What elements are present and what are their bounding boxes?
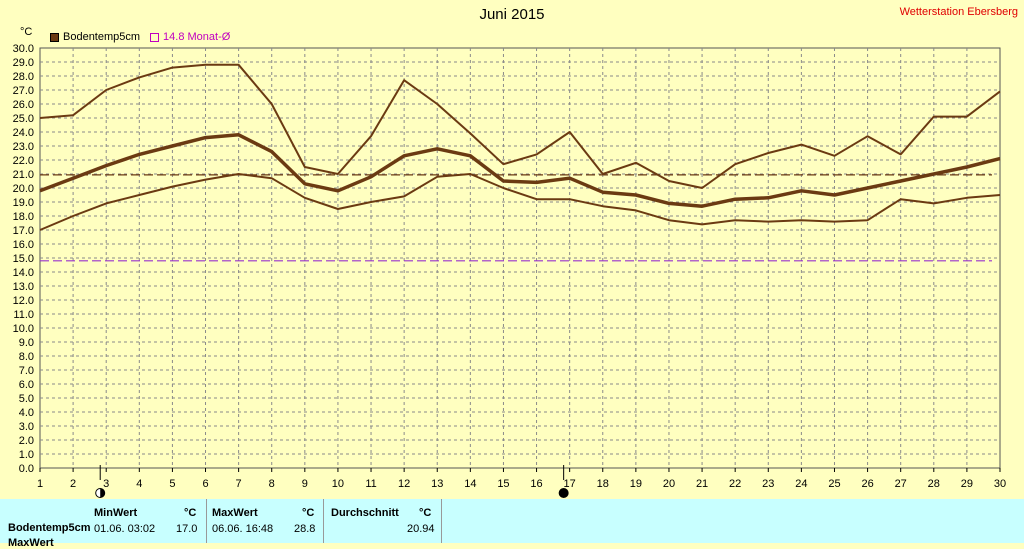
min-column: MinWert °C 01.06. 03:02 17.0 bbox=[88, 499, 207, 543]
y-tick-label: 13.0 bbox=[13, 281, 34, 293]
max-column: MaxWert °C 06.06. 16:48 28.8 bbox=[206, 499, 324, 543]
y-tick-label: 21.0 bbox=[13, 169, 34, 181]
station-name: Wetterstation Ebersberg bbox=[899, 6, 1018, 18]
y-tick-label: 0.0 bbox=[19, 463, 34, 475]
x-tick-label: 2 bbox=[70, 478, 76, 490]
x-tick-label: 22 bbox=[729, 478, 741, 490]
y-tick-label: 6.0 bbox=[19, 379, 34, 391]
series-lines bbox=[39, 63, 1001, 231]
y-tick-label: 24.0 bbox=[13, 127, 34, 139]
y-tick-label: 19.0 bbox=[13, 197, 34, 209]
y-tick-label: 25.0 bbox=[13, 113, 34, 125]
chart-legend: Bodentemp5cm 14.8 Monat-Ø bbox=[50, 31, 230, 43]
moon-markers bbox=[95, 465, 569, 498]
y-tick-label: 4.0 bbox=[19, 407, 34, 419]
y-tick-label: 26.0 bbox=[13, 99, 34, 111]
y-tick-label: 5.0 bbox=[19, 393, 34, 405]
legend-label-monat-avg: 14.8 Monat-Ø bbox=[163, 31, 231, 43]
legend-label-bodentemp: Bodentemp5cm bbox=[63, 31, 141, 43]
x-tick-label: 26 bbox=[861, 478, 873, 490]
x-tick-label: 14 bbox=[464, 478, 476, 490]
y-tick-label: 11.0 bbox=[13, 309, 34, 321]
y-tick-label: 29.0 bbox=[13, 57, 34, 69]
y-tick-label: 28.0 bbox=[13, 71, 34, 83]
legend-swatch-bodentemp bbox=[50, 32, 59, 42]
x-tick-label: 18 bbox=[597, 478, 609, 490]
x-tick-label: 6 bbox=[202, 478, 208, 490]
y-tick-label: 16.0 bbox=[13, 239, 34, 251]
x-tick-label: 20 bbox=[663, 478, 675, 490]
x-tick-label: 21 bbox=[696, 478, 708, 490]
y-tick-label: 12.0 bbox=[13, 295, 34, 307]
y-tick-label: 9.0 bbox=[19, 337, 34, 349]
y-axis-ticks: 0.0 1.0 2.0 3.0 4.0 5.0 6.0 7.0 8.0 9.0 10.0 11.0 12… bbox=[13, 43, 34, 475]
avg-header: Durchschnitt bbox=[331, 507, 399, 519]
reference-lines bbox=[40, 174, 992, 262]
x-axis-ticks: 1 2 3 4 5 6 7 8 9 10 11 12 13 14 15 16 17 18 19 20 21 22 23 24 2… bbox=[37, 468, 1006, 490]
x-tick-label: 1 bbox=[37, 478, 43, 490]
x-tick-label: 17 bbox=[564, 478, 576, 490]
y-tick-label: 2.0 bbox=[19, 435, 34, 447]
min-header: MinWert bbox=[94, 507, 138, 519]
x-tick-label: 25 bbox=[828, 478, 840, 490]
x-tick-label: 29 bbox=[961, 478, 973, 490]
y-tick-label: 30.0 bbox=[13, 43, 34, 55]
row-label-maxwert: MaxWert bbox=[8, 537, 54, 549]
x-tick-label: 4 bbox=[136, 478, 142, 490]
x-tick-label: 8 bbox=[269, 478, 275, 490]
x-tick-label: 23 bbox=[762, 478, 774, 490]
x-tick-label: 10 bbox=[332, 478, 344, 490]
y-tick-label: 1.0 bbox=[19, 449, 34, 461]
statistics-table-background bbox=[0, 499, 1024, 543]
y-tick-label: 20.0 bbox=[13, 183, 34, 195]
y-tick-label: 18.0 bbox=[13, 211, 34, 223]
series-line-min bbox=[39, 173, 1001, 231]
y-tick-label: 3.0 bbox=[19, 421, 34, 433]
avg-unit: °C bbox=[419, 507, 432, 519]
chart-title: Juni 2015 bbox=[479, 6, 545, 23]
y-tick-label: 14.0 bbox=[13, 267, 34, 279]
y-tick-label: 15.0 bbox=[13, 253, 34, 265]
x-tick-label: 12 bbox=[398, 478, 410, 490]
avg-value: 20.94 bbox=[407, 523, 435, 535]
statistics-table: Bodentemp5cm MaxWert MinWert °C 01.06. 0… bbox=[0, 499, 1024, 549]
chart-grid bbox=[39, 47, 1001, 469]
min-value: 17.0 bbox=[176, 523, 198, 535]
x-tick-label: 24 bbox=[795, 478, 807, 490]
min-date: 01.06. 03:02 bbox=[94, 523, 156, 535]
x-tick-label: 30 bbox=[994, 478, 1006, 490]
line-chart: 0.01.02.03.04.05.06.07.08.09.010.011.012… bbox=[13, 43, 1006, 498]
max-unit: °C bbox=[302, 507, 315, 519]
first-quarter-moon-shade bbox=[100, 488, 105, 498]
x-tick-label: 19 bbox=[630, 478, 642, 490]
row-label-bodentemp: Bodentemp5cm bbox=[8, 522, 91, 534]
y-tick-label: 27.0 bbox=[13, 85, 34, 97]
max-date: 06.06. 16:48 bbox=[212, 523, 274, 535]
max-value: 28.8 bbox=[294, 523, 316, 535]
new-moon-icon bbox=[558, 488, 569, 498]
x-tick-label: 9 bbox=[302, 478, 308, 490]
avg-column: Durchschnitt °C 20.94 bbox=[323, 499, 442, 543]
y-axis-unit: °C bbox=[20, 26, 33, 38]
x-tick-label: 11 bbox=[365, 478, 376, 490]
y-tick-label: 17.0 bbox=[13, 225, 34, 237]
x-tick-label: 13 bbox=[431, 478, 443, 490]
y-tick-label: 8.0 bbox=[19, 351, 34, 363]
series-line-max bbox=[39, 63, 1001, 189]
x-tick-label: 27 bbox=[895, 478, 907, 490]
x-tick-label: 5 bbox=[169, 478, 175, 490]
legend-swatch-monat-avg bbox=[150, 32, 160, 42]
y-tick-label: 23.0 bbox=[13, 141, 34, 153]
series-line-mean bbox=[39, 133, 1001, 208]
x-tick-label: 16 bbox=[530, 478, 542, 490]
x-tick-label: 28 bbox=[928, 478, 940, 490]
x-tick-label: 7 bbox=[236, 478, 242, 490]
x-tick-label: 15 bbox=[497, 478, 509, 490]
max-header: MaxWert bbox=[212, 507, 258, 519]
y-tick-label: 10.0 bbox=[13, 323, 34, 335]
y-tick-label: 7.0 bbox=[19, 365, 34, 377]
y-tick-label: 22.0 bbox=[13, 155, 34, 167]
min-unit: °C bbox=[184, 507, 197, 519]
x-tick-label: 3 bbox=[103, 478, 109, 490]
